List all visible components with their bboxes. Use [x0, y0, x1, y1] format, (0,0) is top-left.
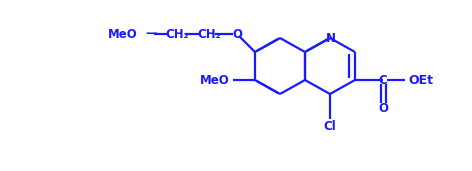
Text: MeO: MeO — [108, 28, 138, 41]
Text: C: C — [379, 74, 388, 87]
Text: CH₂: CH₂ — [165, 28, 189, 41]
Text: O: O — [378, 102, 388, 115]
Text: MeO: MeO — [200, 74, 230, 87]
Text: N: N — [326, 31, 336, 44]
Text: CH₂: CH₂ — [197, 28, 221, 41]
Text: OEt: OEt — [408, 74, 433, 87]
Text: —: — — [145, 28, 157, 41]
Text: O: O — [232, 28, 242, 41]
Text: Cl: Cl — [324, 120, 337, 133]
